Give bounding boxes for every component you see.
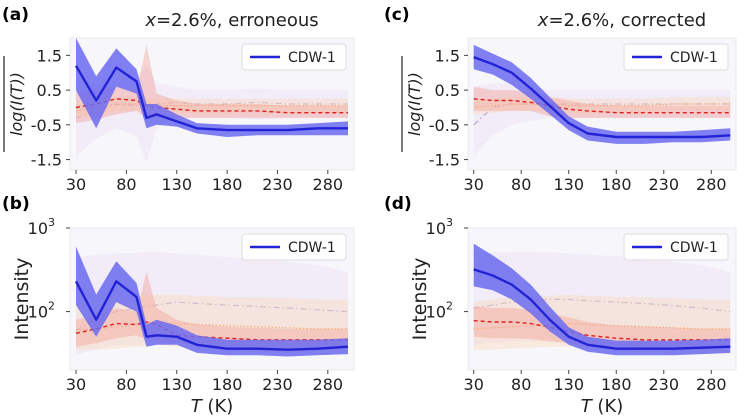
x-axis-label: T (K) xyxy=(581,396,624,417)
y-axis-label: Intensity xyxy=(11,258,33,341)
series-line-cdw-1 xyxy=(473,55,731,139)
x-tick-label: 30 xyxy=(66,375,86,394)
band-orange xyxy=(76,294,348,355)
y-tick-exponent: 3 xyxy=(446,216,453,229)
x-tick-label: 130 xyxy=(161,175,192,194)
x-tick-label: 130 xyxy=(553,375,584,394)
legend-label: CDW-1 xyxy=(288,50,336,66)
y-axis-label: log(I(T)) xyxy=(405,72,424,136)
series-line-cdw-1 xyxy=(74,280,349,351)
legend-label: CDW-1 xyxy=(288,240,336,256)
panel-label: (d) xyxy=(384,194,412,214)
x-tick-label: 230 xyxy=(648,375,679,394)
y-axis-label: Intensity xyxy=(409,258,431,341)
band-cdw-1 xyxy=(473,44,731,144)
x-tick-label: 180 xyxy=(212,175,243,194)
x-tick-label: 130 xyxy=(553,175,584,194)
y-tick-label: 0.5 xyxy=(37,81,62,100)
chart-panel xyxy=(3,37,355,174)
x-tick-label: 180 xyxy=(601,375,632,394)
y-tick-label: 10 xyxy=(28,303,48,322)
legend xyxy=(623,233,729,261)
x-tick-label: 80 xyxy=(511,175,531,194)
y-tick-label: 10 xyxy=(426,303,446,322)
band-cdw-1 xyxy=(473,243,731,356)
y-tick-label: -1.5 xyxy=(31,151,62,170)
x-tick-label: 80 xyxy=(116,375,136,394)
x-tick-label: 280 xyxy=(313,375,344,394)
series-line-orange xyxy=(75,103,348,112)
x-tick-label: 230 xyxy=(648,175,679,194)
series-line-purple xyxy=(473,103,731,126)
series-line-purple xyxy=(75,101,348,119)
panel-label: (c) xyxy=(384,5,410,25)
band-purple xyxy=(473,251,731,351)
panel-title: x=2.6%, corrected xyxy=(537,10,706,31)
x-tick-label: 280 xyxy=(313,175,344,194)
band-purple xyxy=(76,65,348,164)
chart-panel xyxy=(66,227,355,374)
legend-label: CDW-1 xyxy=(670,240,718,256)
x-tick-label: 180 xyxy=(212,375,243,394)
y-tick-label: 1.5 xyxy=(37,46,62,65)
series-line-red xyxy=(473,98,731,114)
x-tick-label: 130 xyxy=(161,375,192,394)
y-tick-label: 10 xyxy=(28,219,48,238)
y-tick-label: 10 xyxy=(426,219,446,238)
legend xyxy=(623,43,729,71)
y-tick-label: -0.5 xyxy=(31,116,62,135)
chart-panel xyxy=(401,37,737,174)
x-tick-label: 30 xyxy=(66,175,86,194)
y-tick-label: -0.5 xyxy=(429,116,460,135)
series-line-cdw-1 xyxy=(74,65,348,132)
x-tick-label: 230 xyxy=(262,175,293,194)
panel-title: x=2.6%, erroneous xyxy=(144,10,318,31)
panel-label: (b) xyxy=(2,194,30,214)
legend xyxy=(241,233,347,261)
series-line-cdw-1 xyxy=(473,268,731,350)
x-tick-label: 80 xyxy=(511,375,531,394)
y-tick-exponent: 2 xyxy=(48,300,55,313)
x-tick-label: 230 xyxy=(262,375,293,394)
y-tick-exponent: 2 xyxy=(446,300,453,313)
x-tick-label: 30 xyxy=(464,375,484,394)
series-line-purple xyxy=(473,298,731,313)
x-tick-label: 280 xyxy=(696,175,727,194)
x-tick-label: 80 xyxy=(116,175,136,194)
x-tick-label: 280 xyxy=(696,375,727,394)
x-axis-label: T (K) xyxy=(191,396,234,417)
legend xyxy=(241,43,347,71)
x-tick-label: 180 xyxy=(601,175,632,194)
series-line-purple xyxy=(75,301,349,331)
legend-label: CDW-1 xyxy=(670,50,718,66)
y-tick-label: 0.5 xyxy=(435,81,460,100)
panel-label: (a) xyxy=(2,5,29,25)
y-axis-label: log(I(T)) xyxy=(7,72,26,136)
y-tick-exponent: 3 xyxy=(48,216,55,229)
chart-panel xyxy=(464,227,737,374)
y-tick-label: 1.5 xyxy=(435,46,460,65)
y-tick-label: -1.5 xyxy=(429,151,460,170)
x-tick-label: 30 xyxy=(464,175,484,194)
